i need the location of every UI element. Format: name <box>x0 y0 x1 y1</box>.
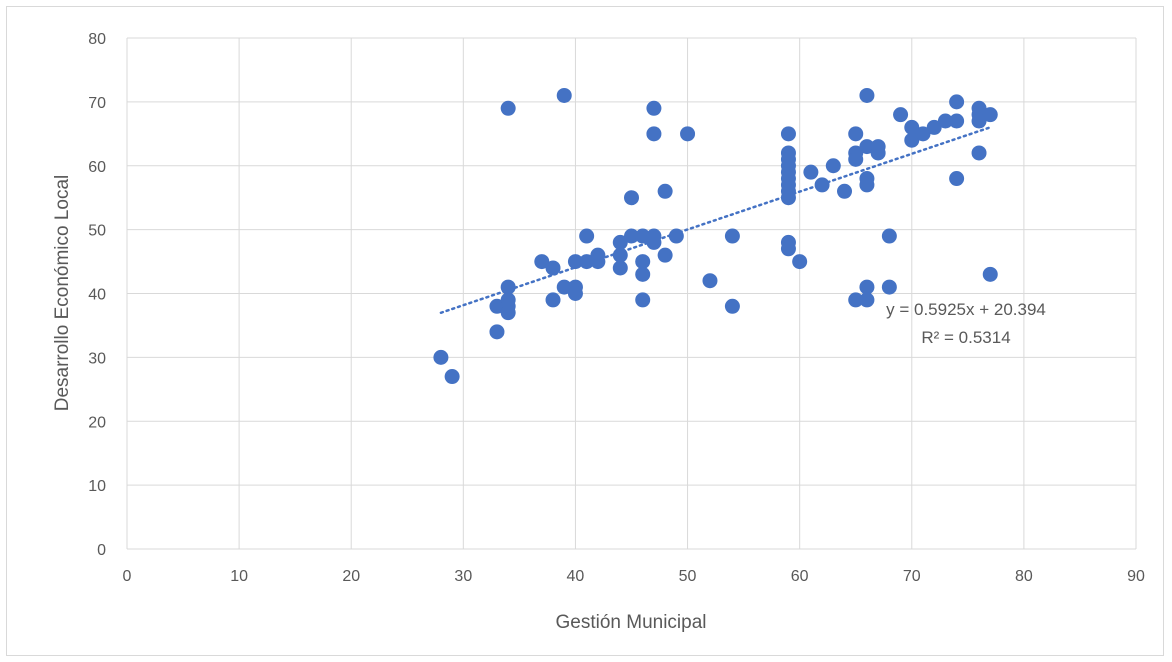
data-point <box>971 145 987 161</box>
data-point <box>500 100 516 116</box>
y-tick-label: 50 <box>88 223 106 240</box>
data-point <box>579 228 595 244</box>
data-point <box>792 254 808 270</box>
data-point <box>612 234 628 250</box>
data-point <box>971 113 987 129</box>
y-tick-label: 70 <box>88 95 106 112</box>
data-point <box>635 266 651 282</box>
data-point <box>904 119 920 135</box>
data-point <box>545 260 561 276</box>
data-point <box>780 126 796 142</box>
data-point <box>859 279 875 295</box>
data-point <box>881 228 897 244</box>
data-point <box>870 145 886 161</box>
y-tick-label: 10 <box>88 478 106 495</box>
data-point <box>724 228 740 244</box>
data-point <box>825 158 841 174</box>
data-point <box>556 87 572 103</box>
x-tick-label: 60 <box>791 568 809 585</box>
data-point <box>489 298 505 314</box>
data-point <box>680 126 696 142</box>
data-point <box>612 260 628 276</box>
chart-frame <box>6 6 1164 656</box>
data-point <box>859 87 875 103</box>
x-tick-label: 50 <box>679 568 697 585</box>
data-point <box>848 126 864 142</box>
data-point <box>657 247 673 263</box>
y-tick-label: 20 <box>88 414 106 431</box>
data-point <box>534 254 550 270</box>
x-tick-label: 80 <box>1015 568 1033 585</box>
grid-lines <box>126 37 1137 550</box>
data-point <box>915 126 931 142</box>
data-point <box>635 254 651 270</box>
data-point <box>590 254 606 270</box>
data-point <box>635 292 651 308</box>
trendline-equation: y = 0.5925x + 20.394 <box>886 300 1046 319</box>
data-point <box>848 292 864 308</box>
data-point <box>702 273 718 289</box>
data-point <box>657 183 673 199</box>
data-point <box>926 119 942 135</box>
data-point <box>881 279 897 295</box>
data-point <box>567 286 583 301</box>
trendline <box>439 126 992 315</box>
data-point <box>982 107 998 123</box>
y-axis-title: Desarrollo Económico Local <box>52 175 73 412</box>
data-point <box>803 164 819 180</box>
x-axis-title: Gestión Municipal <box>555 612 706 633</box>
x-tick-label: 40 <box>567 568 585 585</box>
data-point <box>545 292 561 308</box>
y-tick-label: 80 <box>88 31 106 48</box>
data-point <box>982 266 998 282</box>
data-point <box>556 279 572 295</box>
data-point <box>780 241 796 257</box>
data-point <box>837 183 853 199</box>
data-point <box>624 190 639 206</box>
x-tick-labels: 0 10 20 30 40 50 60 70 80 90 <box>123 568 1145 585</box>
data-point <box>635 228 651 244</box>
data-point <box>646 234 662 250</box>
x-tick-label: 10 <box>230 568 248 585</box>
data-point <box>646 126 662 142</box>
data-point <box>848 151 864 167</box>
data-points <box>433 87 998 385</box>
data-point <box>937 113 953 129</box>
data-point <box>859 292 875 308</box>
y-tick-label: 40 <box>88 287 106 304</box>
data-point <box>949 113 965 129</box>
y-tick-label: 60 <box>88 159 106 176</box>
x-tick-label: 30 <box>454 568 472 585</box>
x-tick-label: 0 <box>123 568 132 585</box>
data-point <box>624 228 639 244</box>
x-tick-label: 70 <box>903 568 921 585</box>
data-point <box>444 369 460 385</box>
trendline-r-squared: R² = 0.5314 <box>921 328 1010 347</box>
data-point <box>893 107 909 123</box>
data-point <box>724 298 740 314</box>
data-point <box>859 177 875 193</box>
data-point <box>489 324 505 340</box>
data-point <box>859 139 875 155</box>
x-tick-label: 20 <box>342 568 360 585</box>
data-point <box>949 94 965 110</box>
y-tick-labels: 0 10 20 30 40 50 60 70 80 <box>88 31 106 559</box>
y-tick-label: 0 <box>97 542 106 559</box>
x-tick-label: 90 <box>1127 568 1145 585</box>
data-point <box>646 100 662 116</box>
data-point <box>904 132 920 148</box>
data-point <box>433 349 449 365</box>
data-point <box>500 305 516 321</box>
y-tick-label: 30 <box>88 350 106 367</box>
data-point <box>949 171 965 187</box>
